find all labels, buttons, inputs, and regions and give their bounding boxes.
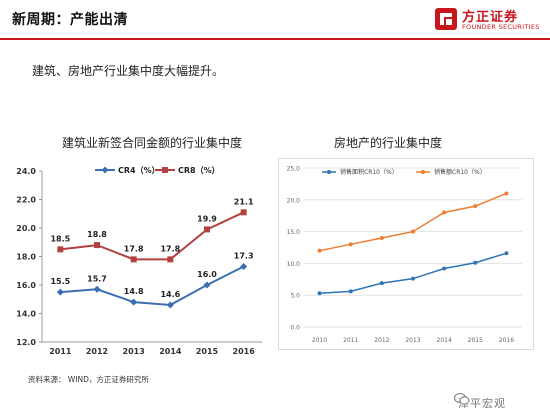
- data-point: [204, 226, 210, 233]
- x-tick-label: 2011: [49, 347, 72, 356]
- y-tick-label: 22.0: [16, 196, 36, 205]
- data-label: 19.9: [197, 214, 217, 223]
- y-tick-label: 16.0: [16, 281, 36, 290]
- real-estate-concentration-chart: 0.0 5.0 10.0 15.0 20.0 25.0 2010 2011 2012 2013 20…: [287, 166, 522, 344]
- data-point: [56, 288, 64, 296]
- company-logo: 方正证券 FOUNDER SECURITIES: [434, 5, 546, 35]
- construction-concentration-chart: 12.0 14.0 16.0 18.0 20.0 22.0 24.0 2011 2012 2013…: [16, 165, 262, 356]
- cr8-series-line: [60, 211, 245, 261]
- y-tick-label: 0.0: [290, 325, 300, 332]
- y-tick-label: 10.0: [287, 261, 301, 268]
- y-tick-label: 5.0: [290, 293, 300, 300]
- legend-marker: [421, 170, 425, 174]
- right-chart-panel: [278, 158, 534, 350]
- y-tick-label: 15.0: [287, 229, 301, 236]
- logo-name-en: FOUNDER SECURITIES: [462, 23, 540, 31]
- watermark: 泽平宏观: [453, 392, 506, 410]
- y-tick-label: 25.0: [287, 166, 301, 173]
- data-label: 15.5: [50, 277, 70, 286]
- sales-amount-cr10-line: [319, 192, 507, 252]
- legend-label: CR8（%）: [178, 165, 220, 175]
- data-point: [94, 242, 100, 249]
- data-label: 16.0: [197, 270, 217, 279]
- x-tick-label: 2016: [499, 337, 514, 344]
- data-point: [442, 210, 447, 215]
- slide-title: 新周期：产能出清: [12, 12, 128, 28]
- x-tick-label: 2013: [405, 337, 420, 344]
- data-point: [473, 204, 478, 209]
- x-tick-label: 2011: [343, 337, 358, 344]
- y-tick-label: 20.0: [287, 197, 301, 204]
- data-point: [167, 256, 174, 263]
- x-tick-label: 2015: [196, 347, 219, 356]
- wechat-icon: [453, 392, 470, 405]
- y-tick-label: 20.0: [16, 224, 36, 233]
- data-point: [130, 256, 137, 263]
- x-tick-label: 2012: [86, 347, 108, 356]
- data-point: [504, 251, 509, 256]
- watermark-text: 泽平宏观: [458, 396, 506, 410]
- data-point: [317, 248, 322, 253]
- data-point: [57, 246, 64, 253]
- cr4-series-line: [60, 265, 245, 306]
- data-point: [379, 235, 384, 240]
- x-tick-label: 2013: [123, 347, 145, 356]
- data-point: [379, 281, 384, 286]
- legend-marker: [101, 166, 109, 174]
- data-point: [411, 276, 415, 281]
- x-tick-label: 2014: [437, 337, 452, 344]
- left-chart-title: 建筑业新签合同金额的行业集中度: [62, 136, 243, 150]
- data-label: 14.8: [124, 287, 144, 296]
- y-tick-label: 18.0: [16, 253, 36, 262]
- data-label: 21.1: [234, 197, 254, 206]
- x-tick-label: 2012: [374, 337, 389, 344]
- legend-label: CR4（%）: [118, 165, 160, 175]
- data-point: [348, 289, 353, 294]
- slide-subtitle: 建筑、房地产行业集中度大幅提升。: [32, 64, 225, 78]
- data-label: 15.7: [87, 274, 107, 283]
- sales-area-cr10-line: [319, 252, 507, 295]
- data-label: 18.8: [87, 230, 107, 239]
- data-point: [203, 281, 211, 289]
- data-label: 14.6: [160, 290, 180, 299]
- data-label: 17.8: [160, 244, 180, 253]
- x-tick-label: 2015: [468, 337, 483, 344]
- legend-label: 销售额CR10（%）: [434, 168, 486, 176]
- data-point: [166, 301, 174, 309]
- data-point: [317, 291, 322, 296]
- data-point: [504, 191, 509, 196]
- legend-label: 销售面积CR10（%）: [340, 168, 398, 176]
- data-label: 17.3: [234, 251, 254, 260]
- data-point: [240, 209, 247, 216]
- x-tick-label: 2016: [233, 347, 256, 356]
- right-chart-title: 房地产的行业集中度: [334, 136, 443, 150]
- data-point: [473, 260, 478, 265]
- data-point: [442, 266, 447, 271]
- logo-name-cn: 方正证券: [462, 10, 519, 25]
- data-point: [240, 262, 248, 270]
- y-tick-label: 12.0: [16, 338, 36, 347]
- y-tick-label: 14.0: [16, 310, 36, 319]
- x-tick-label: 2014: [159, 347, 182, 356]
- data-point: [93, 285, 101, 293]
- data-label: 17.8: [124, 244, 144, 253]
- y-tick-label: 24.0: [16, 167, 36, 176]
- data-point: [348, 242, 353, 247]
- data-label: 18.5: [50, 234, 70, 243]
- data-point: [411, 229, 415, 234]
- title-divider: [0, 38, 550, 40]
- founder-logo-icon: [435, 8, 457, 30]
- legend-marker: [162, 167, 168, 173]
- source-note: 资料来源： WIND，方正证券研究所: [28, 375, 149, 384]
- data-point: [130, 298, 138, 306]
- x-tick-label: 2010: [312, 337, 327, 344]
- legend-marker: [327, 170, 331, 174]
